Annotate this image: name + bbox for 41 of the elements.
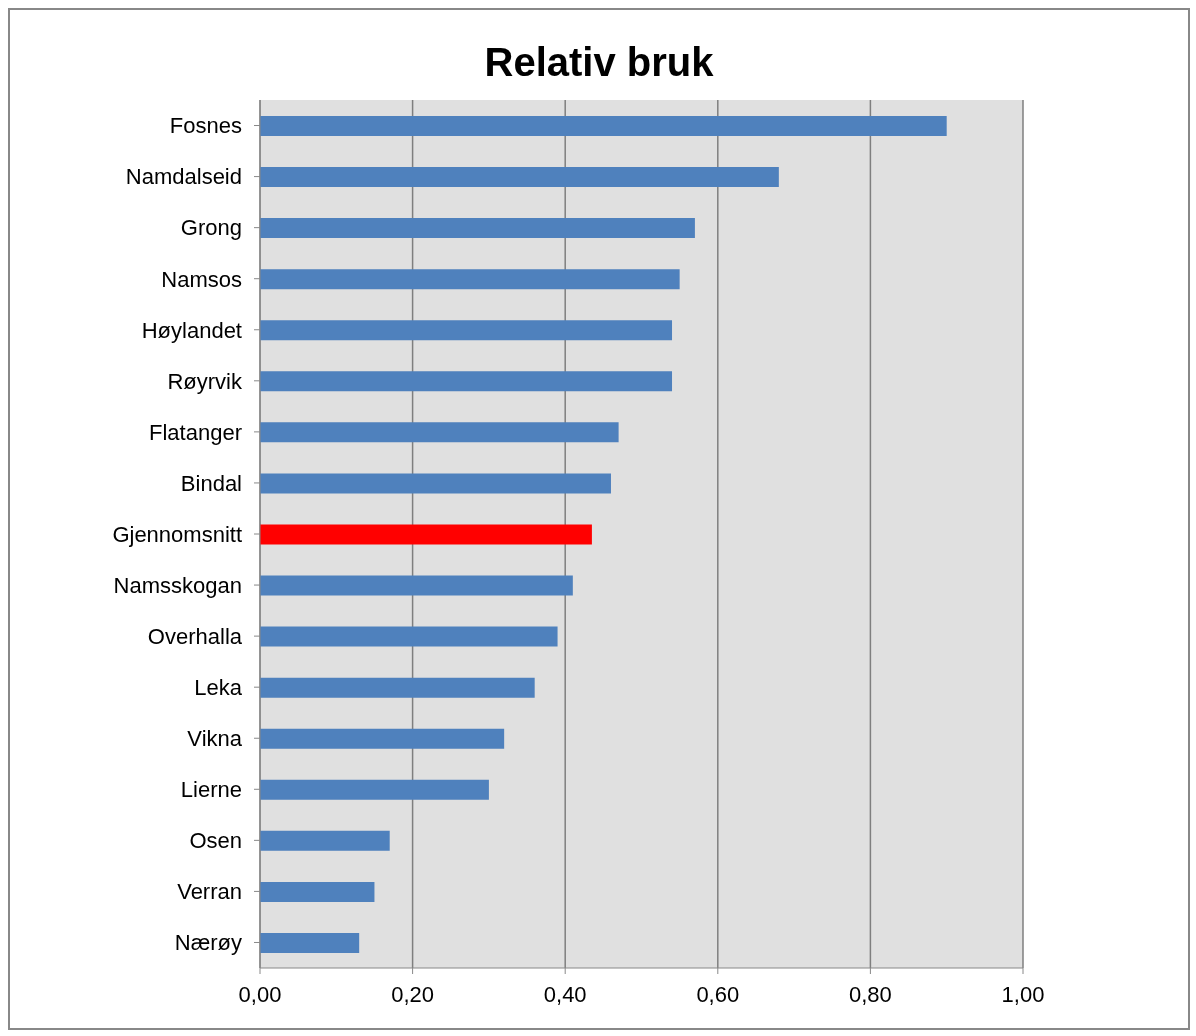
y-tick-label: Osen xyxy=(189,828,242,854)
y-tick-label: Namsos xyxy=(161,266,242,292)
y-tick-label: Namdalseid xyxy=(125,164,242,190)
bar xyxy=(260,575,573,596)
bar xyxy=(260,677,535,698)
bar xyxy=(260,422,619,443)
y-tick-label: Namsskogan xyxy=(113,572,242,598)
bar xyxy=(260,116,947,136)
y-tick-label: Bindal xyxy=(180,470,242,496)
x-tick-label: 0,40 xyxy=(543,981,587,1007)
y-tick-label: Røyrvik xyxy=(167,368,243,394)
bar xyxy=(260,269,680,290)
bar xyxy=(260,167,779,188)
chart-title: Relativ bruk xyxy=(483,40,715,85)
bar xyxy=(260,932,360,953)
x-tick-label: 0,20 xyxy=(391,981,435,1007)
bar xyxy=(260,473,611,494)
bar xyxy=(260,626,558,647)
y-tick-label: Verran xyxy=(177,879,242,905)
y-tick-label: Lierne xyxy=(180,777,242,803)
y-tick-label: Grong xyxy=(180,215,242,241)
bar xyxy=(260,881,375,902)
y-tick-label: Overhalla xyxy=(147,623,243,649)
y-tick-label: Høylandet xyxy=(141,317,242,343)
x-tick-label: 0,60 xyxy=(696,981,740,1007)
x-tick-label: 0,80 xyxy=(848,981,892,1007)
bar xyxy=(260,830,390,851)
y-tick-label: Flatanger xyxy=(149,419,242,445)
bar xyxy=(260,371,673,392)
bar xyxy=(260,218,695,239)
y-tick-label: Vikna xyxy=(187,726,243,752)
bar xyxy=(260,728,505,749)
bar xyxy=(260,524,592,545)
bar xyxy=(260,320,673,341)
y-tick-label: Nærøy xyxy=(174,930,242,956)
y-tick-label: Gjennomsnitt xyxy=(112,521,242,547)
y-tick-label: Leka xyxy=(194,674,243,700)
x-tick-label: 0,00 xyxy=(238,981,282,1007)
y-tick-label: Fosnes xyxy=(169,113,242,139)
x-tick-label: 1,00 xyxy=(1001,981,1045,1007)
bar xyxy=(260,779,489,800)
